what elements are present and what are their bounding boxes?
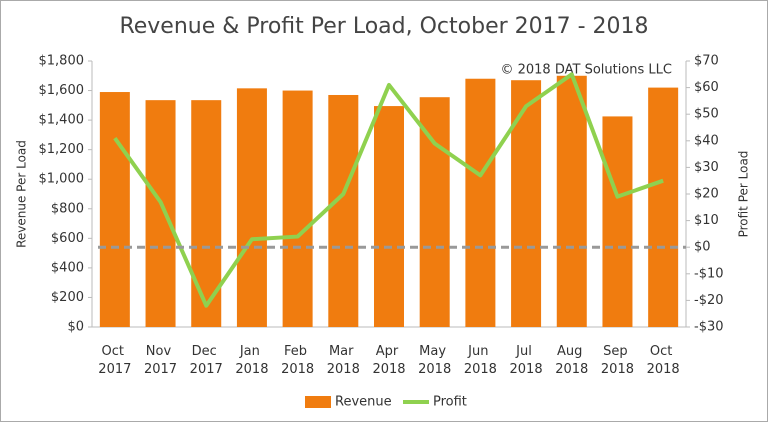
y-tick-label: $0: [67, 320, 84, 335]
legend-label: Profit: [433, 395, 467, 410]
y2-tick-label: $70: [694, 54, 719, 69]
y2-tick-label: -$20: [694, 293, 724, 308]
y-tick-label: $1,200: [39, 142, 85, 157]
bar: [99, 92, 130, 328]
y-tick-label: $800: [51, 201, 84, 216]
x-tick-label: Jan 2018: [235, 344, 268, 377]
y2-tick-label: $30: [694, 160, 719, 175]
x-tick-label: Oct 2017: [98, 344, 131, 377]
y-tick-label: $600: [51, 231, 84, 246]
y-tick-label: $200: [51, 290, 84, 305]
line: [113, 72, 664, 308]
y2-axis-label: Profit Per Load: [737, 151, 751, 238]
x-tick-label: Feb 2018: [281, 344, 314, 377]
y2-tick-label: $0: [694, 240, 711, 255]
y2-tick-label: $20: [694, 187, 719, 202]
y-axis-label: Revenue Per Load: [15, 140, 29, 248]
annotation: © 2018 DAT Solutions LLC: [500, 63, 672, 78]
bar: [282, 90, 313, 327]
bar: [556, 75, 587, 328]
y2-tick-label: -$10: [694, 266, 724, 281]
y-tick-label: $1,000: [39, 172, 85, 187]
x-tick-label: Apr 2018: [372, 344, 405, 377]
bar: [465, 78, 496, 327]
x-tick-label: Jul 2018: [510, 344, 543, 377]
y2-tick-label: $60: [694, 80, 719, 95]
legend-swatch: [305, 396, 331, 408]
bar: [328, 94, 359, 327]
bar: [648, 87, 679, 327]
x-tick-label: May 2018: [418, 344, 451, 377]
bar: [419, 97, 450, 327]
chart-title: Revenue & Profit Per Load, October 2017 …: [119, 14, 648, 39]
y2-tick-label: $40: [694, 133, 719, 148]
legend-label: Revenue: [335, 395, 392, 410]
bar: [145, 100, 176, 328]
y-tick-label: $1,600: [39, 83, 85, 98]
x-tick-label: Nov 2017: [144, 344, 177, 377]
x-tick-label: Sep 2018: [601, 344, 634, 377]
y-tick-label: $1,400: [39, 113, 85, 128]
x-tick-label: Dec 2017: [190, 344, 223, 377]
x-tick-label: Jun 2018: [464, 344, 497, 377]
bar: [511, 80, 542, 327]
y2-tick-label: $10: [694, 213, 719, 228]
x-tick-label: Aug 2018: [555, 344, 588, 377]
bar: [374, 106, 404, 327]
x-tick-label: Mar 2018: [327, 344, 360, 377]
y2-tick-label: -$30: [694, 320, 724, 335]
x-tick-label: Oct 2018: [647, 344, 680, 377]
y-tick-label: $1,800: [39, 54, 85, 69]
y-tick-label: $400: [51, 260, 84, 275]
bar: [602, 116, 633, 328]
bar: [236, 88, 267, 327]
y2-tick-label: $50: [694, 107, 719, 122]
